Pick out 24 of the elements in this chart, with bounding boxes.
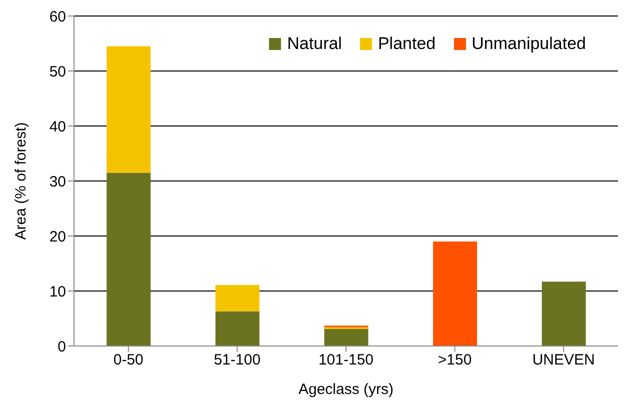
legend-label: Unmanipulated [472, 34, 586, 54]
bar [106, 46, 151, 173]
legend-label: Natural [287, 34, 342, 54]
x-tick-label: 51-100 [214, 352, 261, 369]
bar [215, 311, 260, 346]
bar [324, 328, 368, 346]
x-tick-label: UNEVEN [532, 352, 595, 369]
bar [215, 284, 260, 312]
y-tick-label: 10 [49, 283, 66, 300]
y-tick-label: 40 [49, 118, 66, 136]
x-axis-title: Ageclass (yrs) [298, 381, 394, 398]
y-tick-label: 60 [49, 8, 66, 26]
bar [106, 172, 151, 346]
y-tick-label: 0 [58, 338, 66, 356]
y-axis-title: Area (% of forest) [12, 122, 30, 240]
bar [433, 242, 478, 346]
x-tick-label: 101-150 [318, 352, 374, 369]
x-tick-label: >150 [438, 352, 472, 369]
bar [542, 282, 586, 346]
y-tick-label: 50 [49, 63, 66, 80]
y-tick-label: 20 [49, 228, 66, 246]
y-tick-label: 30 [49, 173, 66, 190]
x-tick-label: 0-50 [113, 352, 144, 369]
legend-label: Planted [378, 34, 436, 54]
